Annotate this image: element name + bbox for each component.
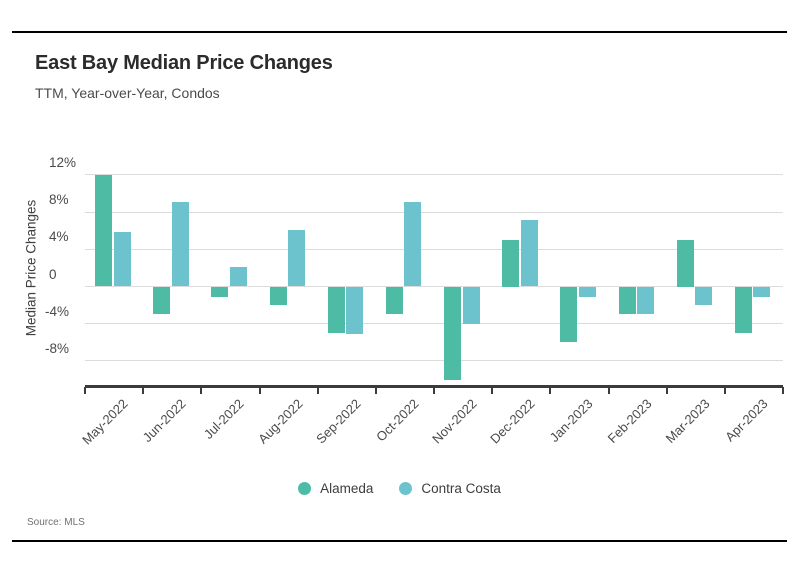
x-axis-tick-1 [142,387,145,394]
bar-contra-costa-feb-2023[interactable] [637,286,654,315]
bar-alameda-aug-2022[interactable] [269,286,287,306]
x-axis-tick-3 [258,387,261,394]
x-axis-tick-5 [374,387,377,394]
bar-contra-costa-nov-2022[interactable] [462,286,480,324]
y-gridline-8% [85,211,783,213]
bar-alameda-oct-2022[interactable] [385,286,403,315]
bar-alameda-mar-2023[interactable] [676,240,694,287]
bar-alameda-dec-2022[interactable] [502,240,520,287]
bar-contra-costa-mar-2023[interactable] [695,286,713,306]
y-gridline--8% [85,360,783,362]
bottom-rule [12,540,787,542]
y-tick-label-0: 0 [49,266,57,282]
bar-contra-costa-jul-2022[interactable] [229,266,247,287]
legend-label-alameda: Alameda [320,481,374,496]
y-axis-title: Median Price Changes [23,199,39,337]
alameda-legend-dot-icon [298,482,312,495]
y-tick-label-4%: 4% [49,229,69,245]
y-gridline-4% [85,248,783,250]
x-axis-tick-4 [316,387,319,394]
x-axis-tick-8 [549,387,552,394]
bar-contra-costa-jan-2023[interactable] [578,286,596,297]
y-gridline-12% [85,174,783,176]
x-axis-tick-12 [782,387,784,394]
x-axis-line [85,385,783,388]
x-axis-tick-11 [723,387,726,394]
bar-alameda-may-2022[interactable] [95,174,112,287]
x-axis-tick-2 [200,387,203,394]
bar-contra-costa-dec-2022[interactable] [520,220,538,287]
bar-contra-costa-jun-2022[interactable] [171,201,189,287]
contra-costa-legend-dot-icon [399,482,413,495]
legend-item-contra-costa[interactable]: Contra Costa [399,481,501,496]
x-axis-tick-0 [84,387,86,394]
y-tick-label--8%: -8% [45,340,70,356]
bar-contra-costa-sep-2022[interactable] [346,286,364,334]
bar-contra-costa-aug-2022[interactable] [288,229,305,287]
x-axis-tick-10 [665,387,668,394]
bar-alameda-jul-2022[interactable] [211,286,229,297]
bar-contra-costa-oct-2022[interactable] [404,201,422,287]
y-gridline--4% [85,323,783,325]
y-gridline-0 [85,286,783,287]
chart-legend: Alameda Contra Costa [0,481,799,496]
bar-alameda-nov-2022[interactable] [444,286,461,380]
bar-alameda-jan-2023[interactable] [560,286,578,343]
y-tick-label-12%: 12% [49,154,77,170]
x-axis-tick-6 [433,387,435,394]
bar-alameda-sep-2022[interactable] [327,286,345,333]
bar-alameda-jun-2022[interactable] [153,286,171,315]
source-note: Source: MLS [27,517,85,528]
bar-contra-costa-may-2022[interactable] [113,231,131,287]
chart-title: East Bay Median Price Changes [35,52,333,74]
x-axis-tick-7 [491,387,494,394]
bar-alameda-apr-2023[interactable] [734,286,752,333]
bar-alameda-feb-2023[interactable] [618,286,636,315]
chart-subtitle: TTM, Year-over-Year, Condos [35,85,220,101]
legend-item-alameda[interactable]: Alameda [298,481,373,496]
x-axis-tick-9 [607,387,610,394]
legend-label-contra-costa: Contra Costa [421,481,501,496]
bar-contra-costa-apr-2023[interactable] [753,286,771,297]
y-tick-label--4%: -4% [45,303,70,319]
top-rule [12,31,787,33]
y-tick-label-8%: 8% [49,192,69,208]
